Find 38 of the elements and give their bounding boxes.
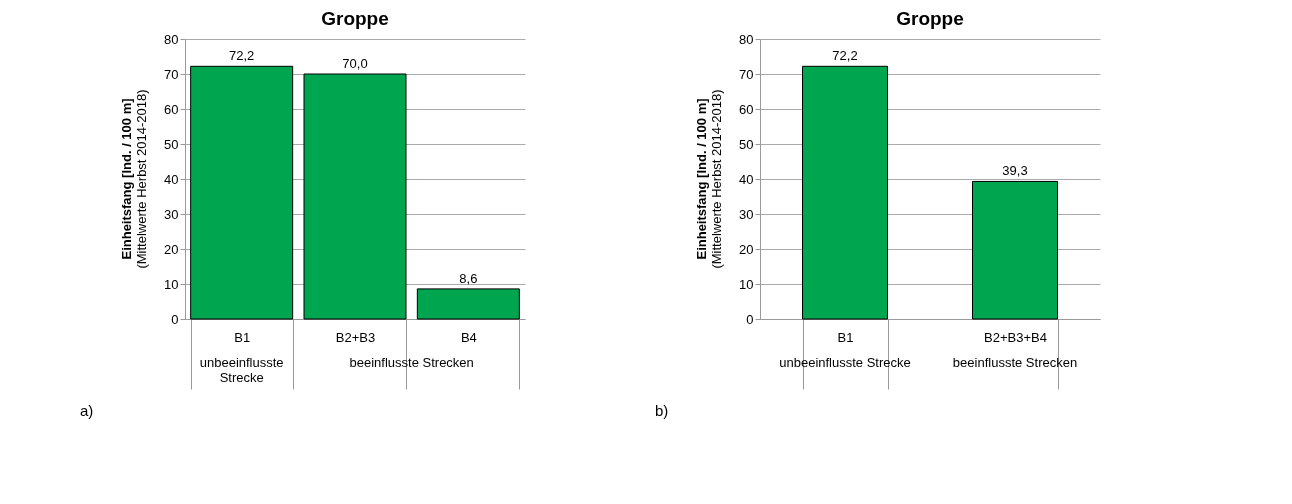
y-axis-title: Einheitsfang [Ind. / 100 m] (Mittelwerte Herbst 2014-2018) — [119, 89, 149, 269]
data-label: 70,0 — [342, 56, 368, 71]
y-tick-label: 70 — [164, 66, 179, 82]
data-label: 8,6 — [459, 270, 478, 286]
y-tick-label: 70 — [739, 66, 754, 82]
y-tick-label: 10 — [164, 276, 179, 292]
y-tick-label: 80 — [739, 31, 754, 47]
y-tick-label: 80 — [164, 31, 179, 47]
y-tick-label: 60 — [164, 101, 179, 117]
y-tick-label: 0 — [171, 311, 179, 327]
y-tick-label: 50 — [739, 136, 754, 152]
chart-title: Groppe — [321, 8, 389, 29]
y-tick-label: 60 — [739, 101, 754, 117]
data-label: 72,2 — [229, 48, 255, 64]
data-label: 72,2 — [832, 48, 858, 64]
chart-title: Groppe — [896, 8, 964, 29]
data-label: 39,3 — [1002, 163, 1028, 179]
text: beeinflusste Strecken — [349, 355, 474, 370]
x-tick-label: B1 — [837, 329, 854, 345]
text: b) — [655, 402, 669, 419]
y-tick-label: 40 — [739, 171, 754, 187]
y-tick-label: 30 — [739, 206, 754, 222]
x-tick-label: B1 — [234, 329, 251, 345]
text: a) — [80, 402, 94, 419]
x-tick-label: B2+B3+B4 — [984, 329, 1047, 345]
y-tick-label: 40 — [164, 171, 179, 187]
y-tick-label: 20 — [164, 241, 179, 257]
y-tick-label: 0 — [746, 311, 754, 327]
y-axis-title: Einheitsfang [Ind. / 100 m] (Mittelwerte Herbst 2014-2018) — [694, 89, 724, 269]
x-tick-label: B2+B3 — [335, 329, 376, 345]
y-tick-label: 10 — [739, 276, 754, 292]
text: beeinflusste Strecken — [952, 355, 1078, 370]
text: unbeeinflusste Strecke — [779, 355, 911, 370]
y-tick-label: 30 — [164, 206, 179, 222]
y-tick-label: 20 — [739, 241, 754, 257]
text: unbeeinflusste Strecke — [199, 355, 284, 385]
y-tick-label: 50 — [164, 136, 179, 152]
x-tick-label: B4 — [460, 329, 477, 345]
